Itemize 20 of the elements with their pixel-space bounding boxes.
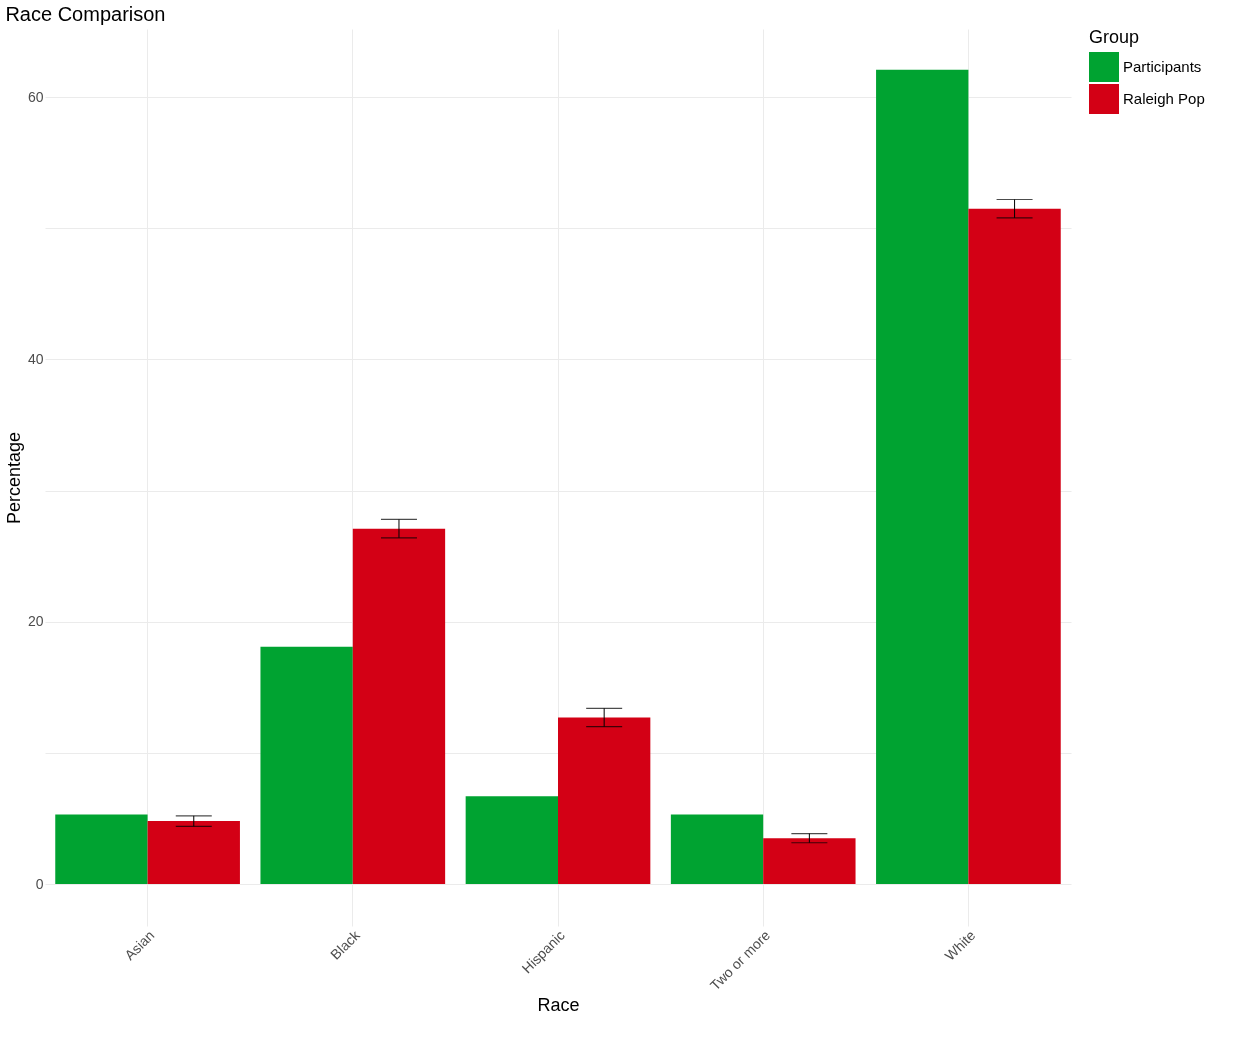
legend-title: Group: [1089, 27, 1140, 47]
bar: [876, 69, 969, 885]
y-tick-label: 60: [27, 88, 44, 105]
y-tick-label: 20: [27, 613, 44, 630]
bar: [670, 814, 764, 885]
y-tick-label: 40: [27, 350, 44, 367]
y-tick-label: 0: [35, 875, 44, 892]
chart-title: Race Comparison: [5, 3, 166, 25]
y-axis-title: Percentage: [3, 431, 24, 525]
bar: [968, 208, 1061, 885]
bar: [147, 821, 240, 885]
legend-label: Participants: [1123, 58, 1202, 75]
bar: [763, 838, 856, 885]
legend-label: Raleigh Pop: [1123, 90, 1205, 107]
bar: [465, 796, 558, 885]
bar: [558, 717, 651, 885]
bar: [260, 646, 353, 885]
bar: [55, 814, 148, 885]
bar: [352, 528, 446, 885]
x-axis-title: Race: [537, 995, 580, 1016]
